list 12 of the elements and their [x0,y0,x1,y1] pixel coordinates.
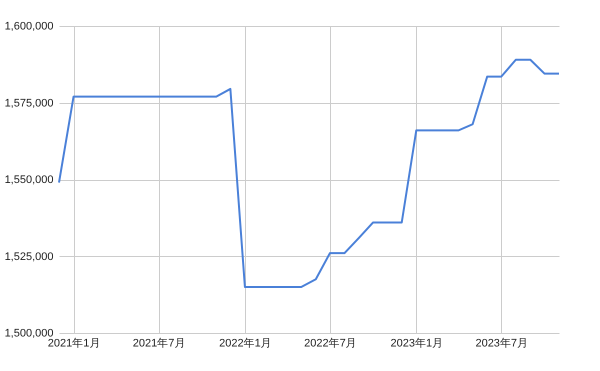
x-tick-label: 2022年7月 [304,338,357,350]
x-tick-label: 2023年7月 [475,338,528,350]
x-tick-label: 2021年7月 [132,338,186,350]
x-tick-label: 2022年1月 [219,338,272,350]
x-tick-label: 2021年1月 [48,338,100,350]
x-tick-label: 2023年1月 [390,338,444,350]
y-tick-label: 1,550,000 [4,174,54,186]
y-tick-label: 1,500,000 [4,328,54,340]
y-tick-label: 1,525,000 [4,250,54,263]
y-tick-label: 1,575,000 [4,97,54,110]
line-series [58,58,560,288]
y-tick-label: 1,600,000 [4,20,54,32]
